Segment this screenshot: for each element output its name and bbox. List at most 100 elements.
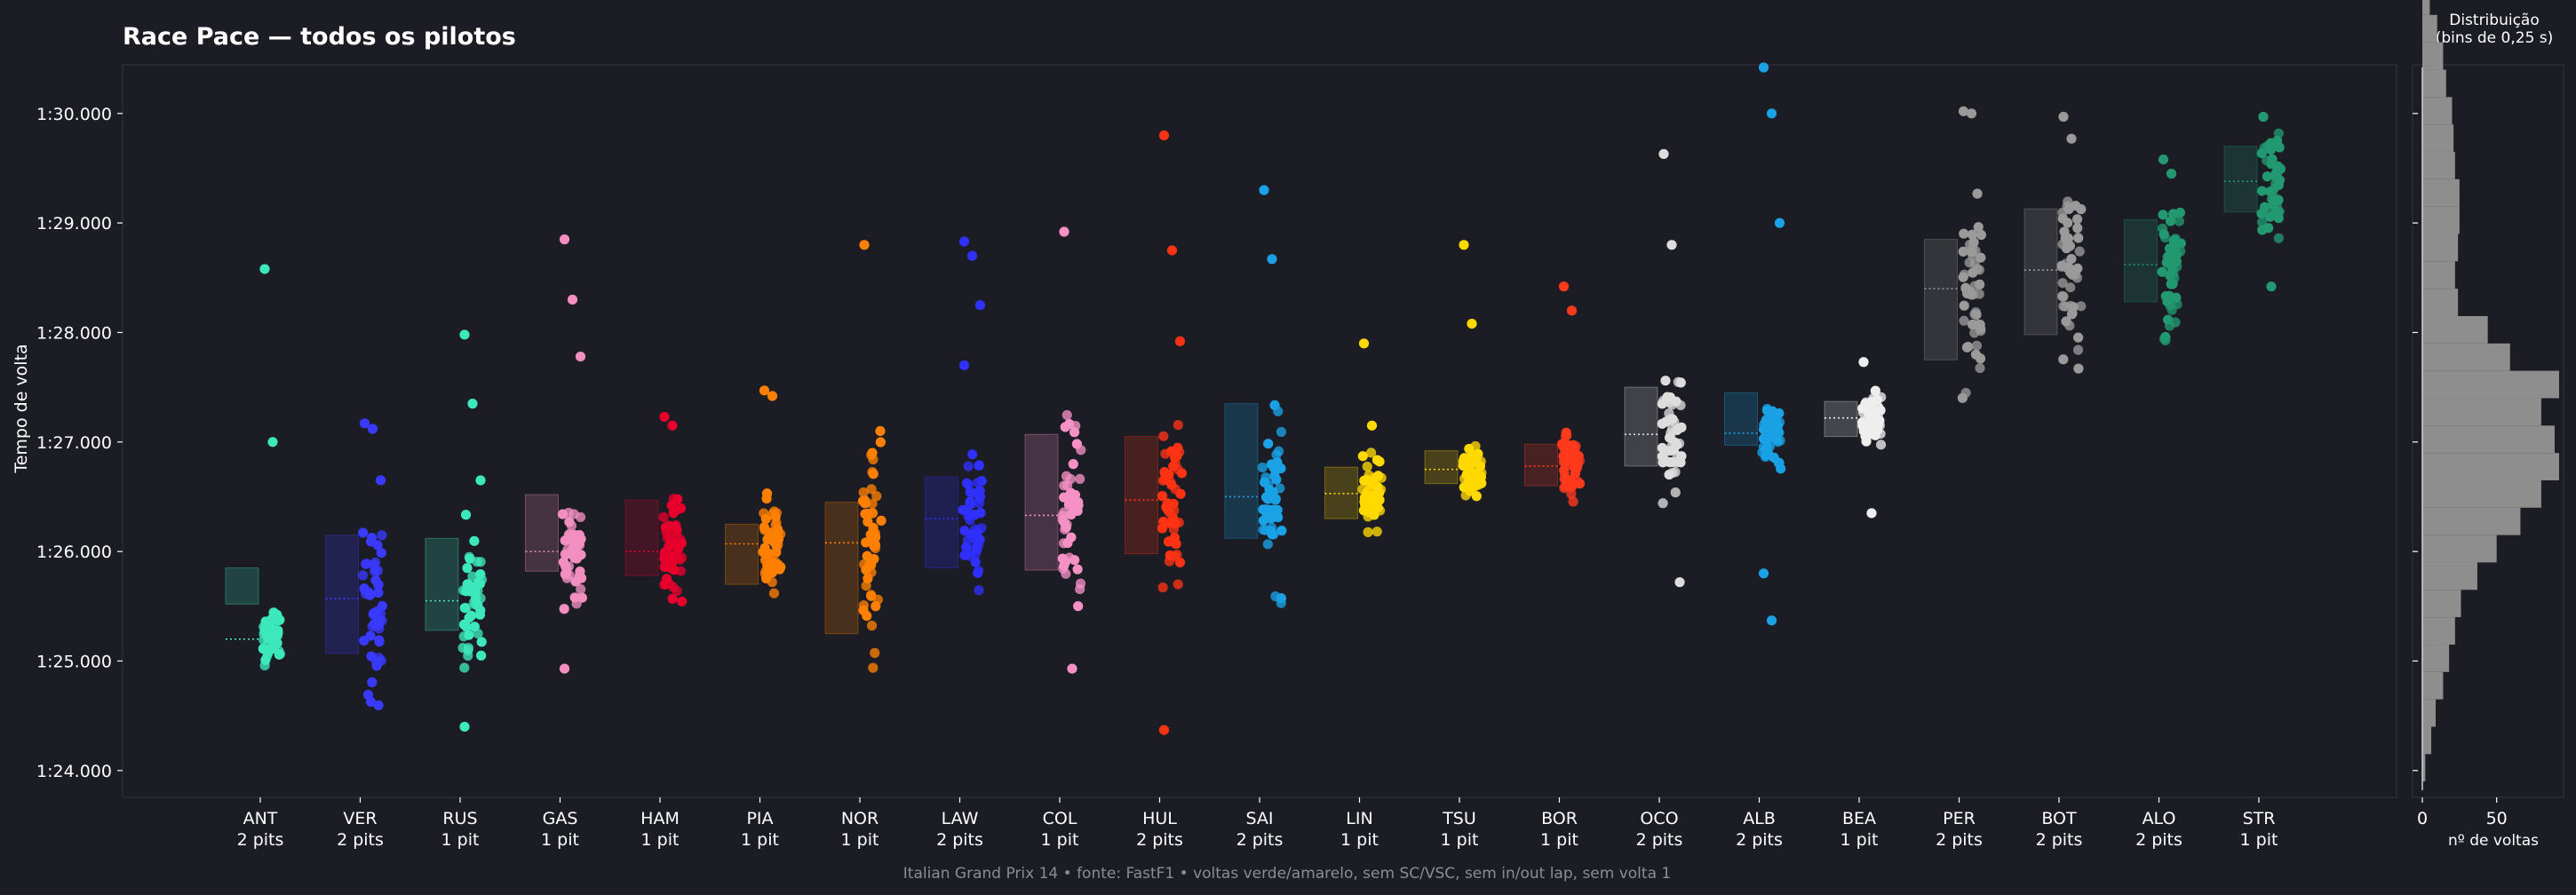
lap-point-outlier <box>467 399 478 409</box>
lap-point-outlier <box>966 250 978 261</box>
x-tick-label-driver: PIA <box>746 809 773 828</box>
lap-point <box>1061 568 1071 579</box>
lap-point-outlier <box>1674 577 1685 588</box>
lap-point <box>1363 507 1374 518</box>
lap-point <box>1057 511 1068 521</box>
lap-point <box>1773 457 1784 468</box>
lap-point <box>1068 459 1078 470</box>
y-tick-label: 1:30.000 <box>36 105 112 124</box>
lap-point <box>1760 451 1771 463</box>
lap-point-outlier <box>1267 254 1277 265</box>
lap-point-outlier <box>367 424 378 434</box>
lap-point-outlier <box>559 663 570 674</box>
lap-point <box>2172 261 2182 272</box>
lap-point <box>667 593 678 604</box>
lap-point <box>1666 424 1678 434</box>
lap-point <box>1371 455 1383 465</box>
lap-point <box>365 696 377 707</box>
lap-point <box>476 637 487 647</box>
lap-point <box>1270 591 1281 602</box>
lap-point <box>373 700 384 710</box>
x-tick-label-pits: 1 pit <box>1841 830 1879 850</box>
lap-point <box>1557 441 1569 452</box>
lap-point <box>661 527 672 538</box>
x-tick-label-driver: VER <box>343 809 377 828</box>
iqr-box <box>1125 436 1158 555</box>
lap-point <box>476 650 487 661</box>
lap-point <box>1276 526 1287 536</box>
x-tick-label-pits: 1 pit <box>1340 830 1379 850</box>
lap-point <box>974 460 984 471</box>
lap-point <box>1273 406 1284 416</box>
lap-point <box>1572 476 1583 487</box>
lap-point <box>367 677 378 688</box>
lap-point <box>1959 228 1969 239</box>
histogram-x-tick-label: 50 <box>2486 809 2508 828</box>
lap-point <box>2269 183 2280 194</box>
lap-point <box>771 547 782 558</box>
lap-point <box>1762 427 1773 438</box>
lap-point <box>1375 484 1387 495</box>
lap-point <box>1173 517 1184 528</box>
lap-point <box>759 525 770 535</box>
x-tick-label-pits: 2 pits <box>1136 830 1183 850</box>
lap-point <box>2058 354 2069 365</box>
histogram-bar <box>2422 754 2426 782</box>
lap-point <box>974 585 984 596</box>
lap-point <box>866 621 878 631</box>
histogram-bar <box>2422 42 2444 70</box>
x-tick-label-pits: 1 pit <box>1441 830 1479 850</box>
lap-point <box>1165 535 1175 547</box>
lap-point <box>867 498 878 509</box>
lap-point <box>1173 420 1183 431</box>
lap-point <box>459 662 470 673</box>
lap-point <box>1673 456 1683 467</box>
lap-point-outlier <box>659 411 670 423</box>
x-tick-label-driver: COL <box>1043 809 1077 828</box>
lap-point-outlier <box>1366 420 1378 431</box>
lap-point-outlier <box>267 437 278 448</box>
lap-point <box>1169 505 1180 516</box>
lap-point <box>658 511 669 523</box>
lap-point <box>462 563 473 574</box>
x-tick-label-driver: GAS <box>543 809 578 828</box>
x-tick-label-driver: ALO <box>2143 809 2176 828</box>
lap-point <box>1868 392 1879 404</box>
lap-point <box>2057 290 2068 302</box>
histogram-bar <box>2422 343 2510 371</box>
lap-point <box>1260 472 1271 483</box>
x-tick-label-pits: 1 pit <box>641 830 680 850</box>
lap-point <box>1060 524 1070 535</box>
lap-point <box>664 579 675 590</box>
lap-point-outlier <box>974 300 986 311</box>
histogram-bar <box>2422 590 2461 618</box>
lap-point <box>1458 456 1468 467</box>
lap-point <box>1862 431 1872 442</box>
lap-point <box>2058 301 2069 312</box>
lap-point <box>2073 233 2084 243</box>
lap-point <box>1471 456 1482 467</box>
histogram-bar <box>2422 206 2460 234</box>
lap-point <box>2157 223 2168 234</box>
lap-point <box>1067 489 1077 500</box>
lap-point <box>2070 269 2081 280</box>
lap-point <box>1559 473 1570 485</box>
lap-point <box>1263 439 1274 449</box>
lap-point <box>1363 527 1373 537</box>
lap-point <box>1269 471 1280 481</box>
lap-point <box>2162 252 2173 263</box>
lap-point <box>1064 552 1075 563</box>
lap-point <box>559 604 569 614</box>
iqr-box <box>1724 392 1758 446</box>
lap-point-outlier <box>867 448 878 458</box>
lap-point <box>561 573 572 583</box>
lap-point <box>1660 376 1671 386</box>
lap-point <box>2065 282 2076 293</box>
lap-point <box>866 566 877 578</box>
lap-point-outlier <box>958 236 970 247</box>
lap-point <box>677 596 688 607</box>
iqr-box <box>1624 386 1658 467</box>
lap-point <box>1761 403 1773 415</box>
lap-point <box>967 449 978 460</box>
iqr-box <box>1424 450 1459 485</box>
